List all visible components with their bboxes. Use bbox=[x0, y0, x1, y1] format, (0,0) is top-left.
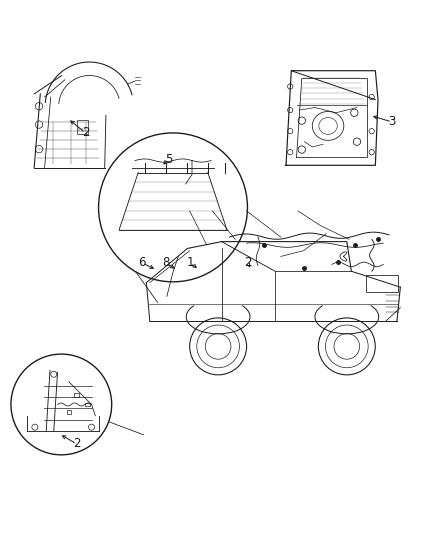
Text: 6: 6 bbox=[138, 256, 146, 270]
Text: 2: 2 bbox=[73, 438, 81, 450]
Text: 1: 1 bbox=[187, 256, 194, 270]
Text: 2: 2 bbox=[244, 256, 251, 270]
Text: 3: 3 bbox=[389, 116, 396, 128]
Bar bbox=[74, 393, 79, 397]
Circle shape bbox=[288, 128, 293, 134]
Text: 2: 2 bbox=[81, 126, 89, 140]
Circle shape bbox=[288, 150, 293, 155]
Text: 5: 5 bbox=[165, 152, 172, 166]
Bar bbox=[67, 410, 71, 414]
Circle shape bbox=[369, 94, 374, 100]
Bar bbox=[366, 274, 398, 292]
Text: 8: 8 bbox=[162, 256, 169, 270]
Bar bbox=[77, 120, 88, 134]
Bar bbox=[85, 402, 90, 406]
Circle shape bbox=[369, 128, 374, 134]
Circle shape bbox=[288, 84, 293, 89]
Circle shape bbox=[288, 108, 293, 113]
Circle shape bbox=[369, 150, 374, 155]
